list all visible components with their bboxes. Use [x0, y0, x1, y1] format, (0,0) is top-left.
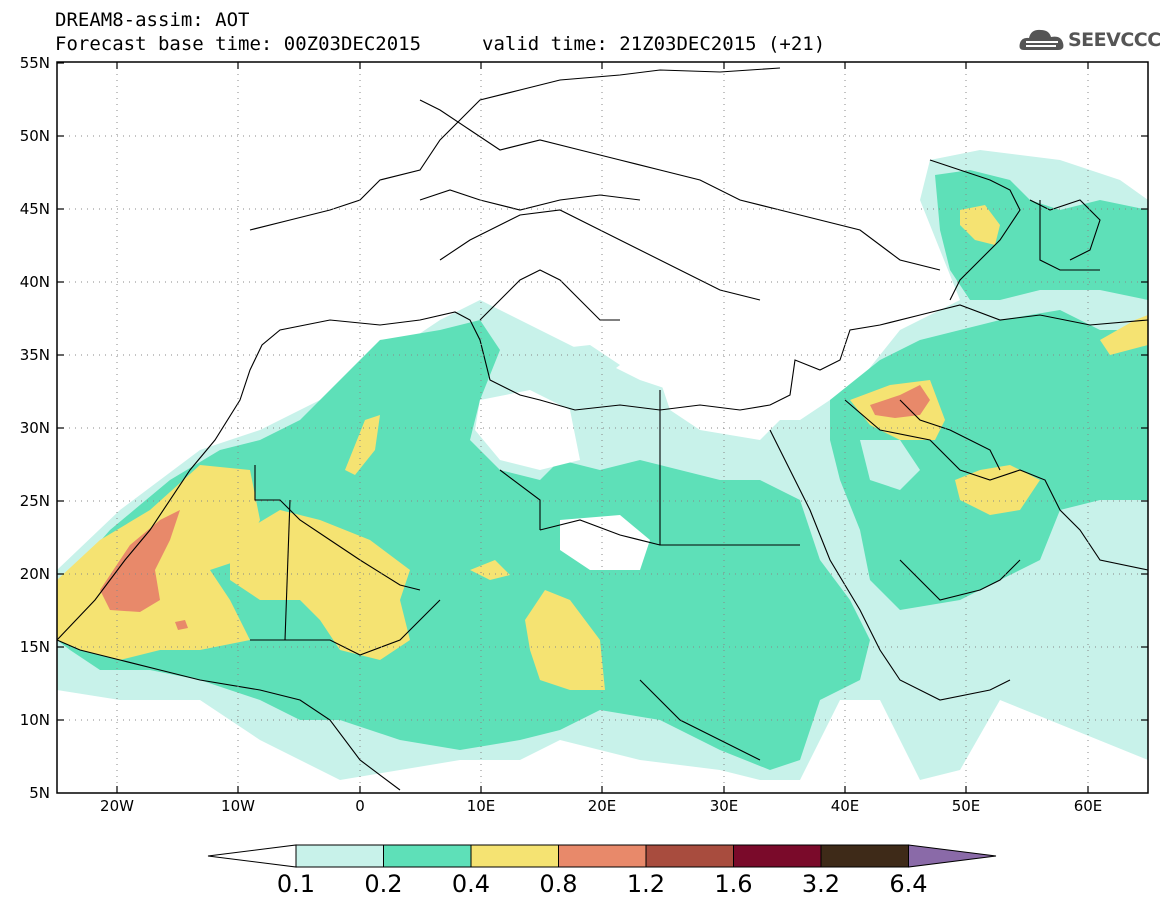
lat-label: 50N — [19, 127, 50, 145]
map-title: DREAM8-assim: AOT — [55, 9, 250, 31]
valid-time: valid time: 21Z03DEC2015 (+21) — [482, 33, 826, 55]
colorbar — [207, 844, 997, 868]
colorbar-label: 6.4 — [889, 870, 928, 898]
aot-band-0.8 — [100, 385, 930, 630]
colorbar-cell — [820, 844, 909, 868]
lat-label: 30N — [19, 419, 50, 437]
lon-label: 0 — [355, 797, 365, 815]
colorbar-label: 1.2 — [626, 870, 666, 898]
colorbar-label: 0.2 — [364, 870, 403, 898]
colorbar-cell — [470, 844, 559, 868]
coastlines — [57, 67, 1148, 791]
colorbar-cell — [733, 844, 822, 868]
lon-label: 60E — [1073, 797, 1103, 815]
colorbar-label: 3.2 — [801, 870, 841, 898]
seevccc-logo: SEEVCCC — [1018, 22, 1161, 58]
lon-label: 50E — [951, 797, 981, 815]
colorbar-max-arrow — [908, 844, 997, 868]
lon-label: 20W — [100, 797, 134, 815]
lat-label: 25N — [19, 492, 50, 510]
lat-label: 15N — [19, 638, 50, 656]
lat-label: 40N — [19, 273, 50, 291]
colorbar-min-arrow — [207, 844, 297, 868]
axis-ticks — [57, 62, 1148, 793]
cloud-icon — [1019, 29, 1064, 50]
lon-label: 10W — [221, 797, 255, 815]
forecast-base-time: Forecast base time: 00Z03DEC2015 — [55, 33, 422, 55]
colorbar-label: 1.6 — [714, 870, 753, 898]
lat-label: 55N — [19, 54, 50, 72]
logo-text: SEEVCCC — [1068, 29, 1161, 51]
lon-label: 40E — [830, 797, 860, 815]
aot-low-areas — [475, 380, 920, 570]
lon-label: 30E — [709, 797, 739, 815]
lon-label: 10E — [466, 797, 496, 815]
colorbar-label: 0.8 — [539, 870, 578, 898]
lat-label: 20N — [19, 565, 50, 583]
colorbar-cell — [295, 844, 384, 868]
colorbar-label: 0.4 — [451, 870, 491, 898]
colorbar-label: 0.1 — [276, 870, 316, 898]
lat-label: 35N — [19, 346, 50, 364]
lon-label: 20E — [587, 797, 617, 815]
colorbar-cell — [383, 844, 472, 868]
lat-label: 45N — [19, 200, 50, 218]
colorbar-cell — [558, 844, 647, 868]
colorbar-cell — [645, 844, 734, 868]
lat-label: 10N — [19, 711, 50, 729]
lat-label: 5N — [29, 784, 50, 802]
plot-frame — [56, 61, 1149, 794]
